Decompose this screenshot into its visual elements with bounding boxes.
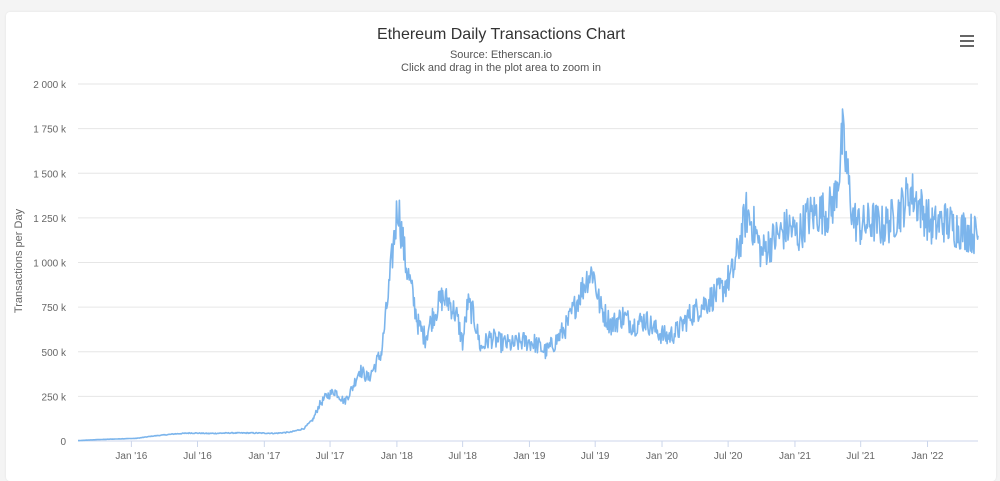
y-tick-label: 750 k bbox=[42, 303, 67, 314]
x-tick-label: Jul '16 bbox=[183, 451, 212, 462]
chart-context-menu-button[interactable] bbox=[956, 32, 978, 50]
x-tick-label: Jan '18 bbox=[381, 451, 413, 462]
hamburger-menu-icon bbox=[960, 35, 974, 37]
x-tick-label: Jan '20 bbox=[646, 451, 678, 462]
chart-title: Ethereum Daily Transactions Chart bbox=[376, 26, 626, 43]
y-tick-label: 1 000 k bbox=[33, 259, 67, 270]
x-tick-label: Jul '20 bbox=[714, 451, 743, 462]
chart-panel: Ethereum Daily Transactions Chart Source… bbox=[6, 12, 996, 481]
y-tick-label: 500 k bbox=[42, 348, 67, 359]
x-tick-label: Jul '19 bbox=[581, 451, 610, 462]
x-tick-label: Jul '17 bbox=[316, 451, 345, 462]
x-tick-label: Jul '18 bbox=[448, 451, 477, 462]
zoom-hint: Click and drag in the plot area to zoom … bbox=[401, 62, 601, 74]
x-tick-label: Jan '19 bbox=[513, 451, 545, 462]
series-line-daily-transactions bbox=[77, 108, 979, 442]
y-tick-label: 1 750 k bbox=[33, 125, 67, 136]
y-tick-label: 2 000 k bbox=[33, 80, 67, 91]
x-tick-label: Jul '21 bbox=[846, 451, 875, 462]
y-axis-label: Transactions per Day bbox=[13, 208, 25, 313]
y-tick-label: 0 bbox=[60, 437, 66, 448]
x-tick-label: Jan '21 bbox=[779, 451, 811, 462]
x-tick-label: Jan '17 bbox=[248, 451, 280, 462]
chart-subtitle: Source: Etherscan.io bbox=[449, 49, 553, 61]
x-axis-tick-labels: Jan '16 Jul '16 Jan '17 Jul '17 Jan '18 Jul '… bbox=[115, 451, 943, 462]
y-axis-tick-labels: 0 250 k 500 k 750 k 1 000 k 1 250 k 1 500 k 1 7… bbox=[33, 80, 67, 448]
y-tick-label: 250 k bbox=[42, 392, 67, 403]
y-tick-label: 1 500 k bbox=[33, 169, 67, 180]
hamburger-menu-icon-line bbox=[960, 45, 974, 47]
y-tick-label: 1 250 k bbox=[33, 214, 67, 225]
x-tick-label: Jan '16 bbox=[115, 451, 147, 462]
hamburger-menu-icon-line bbox=[960, 40, 974, 42]
gridlines bbox=[78, 83, 978, 447]
x-tick-label: Jan '22 bbox=[912, 451, 944, 462]
